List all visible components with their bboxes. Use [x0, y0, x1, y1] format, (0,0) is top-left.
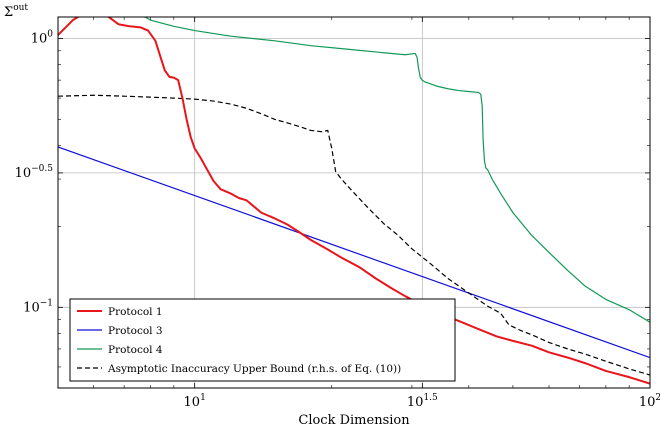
- legend-entries: Protocol 1 Protocol 3 Protocol 4 Asymptotic…: [77, 306, 401, 375]
- x-tick-label-base: 10: [639, 395, 656, 410]
- y-axis-title-sup: out: [13, 3, 28, 13]
- series-layer: [58, 17, 650, 385]
- y-tick-label-base: 10: [23, 300, 40, 315]
- legend-label: Protocol 1: [108, 306, 163, 318]
- x-tick-label-base: 10: [407, 395, 424, 410]
- x-tick-label: 101: [184, 393, 206, 410]
- legend-box: [69, 298, 456, 382]
- y-tick-label-exp: −0.5: [31, 164, 53, 174]
- plot-frame: [57, 16, 651, 389]
- legend-label: Asymptotic Inaccuracy Upper Bound (r.h.s…: [107, 363, 401, 375]
- x-tick-label-base: 10: [184, 395, 201, 410]
- y-tick-label: 100: [31, 29, 54, 46]
- y-tick-label: 10−1: [23, 298, 53, 315]
- y-axis-title-base: Σ: [4, 5, 13, 20]
- x-tick-label: 101.5: [407, 393, 438, 410]
- x-tick-label-exp: 1: [200, 393, 206, 403]
- y-tick-label-base: 10: [15, 166, 32, 181]
- y-axis-title: Σout: [4, 3, 28, 20]
- y-tick-label: 10−0.5: [15, 164, 54, 181]
- series-line-2: [58, 146, 650, 359]
- y-tick-label-base: 10: [31, 31, 48, 46]
- x-tick-label: 102: [639, 393, 660, 410]
- legend: Protocol 1 Protocol 3 Protocol 4 Asymptotic…: [69, 298, 456, 382]
- y-tick-label-exp: −1: [40, 298, 53, 308]
- axis-ticks: [58, 17, 651, 388]
- x-axis-title: Clock Dimension: [298, 413, 410, 428]
- series-line-1: [58, 17, 650, 385]
- series-line-4: [58, 94, 650, 376]
- x-tick-label-exp: 2: [655, 393, 660, 403]
- legend-label: Protocol 3: [108, 325, 163, 337]
- x-tick-label-exp: 1.5: [423, 393, 438, 403]
- legend-label: Protocol 4: [108, 344, 163, 356]
- y-tick-label-exp: 0: [47, 29, 53, 39]
- series-line-3: [139, 17, 650, 323]
